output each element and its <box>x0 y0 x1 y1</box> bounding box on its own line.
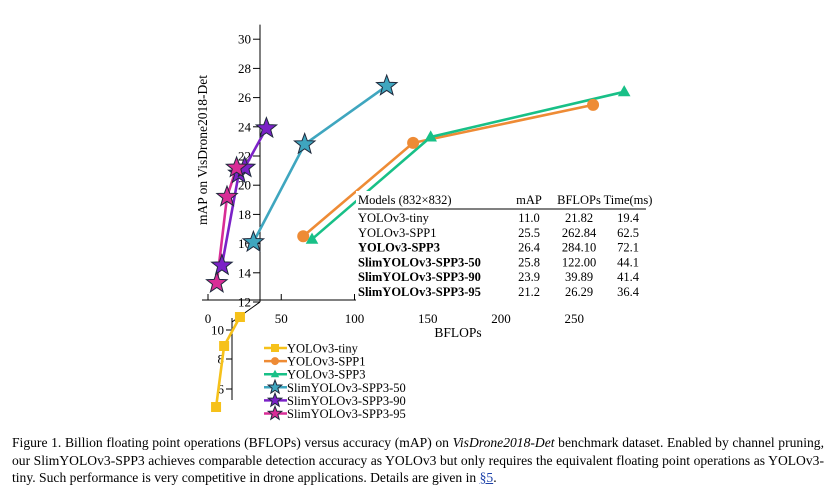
table-model: SlimYOLOv3-SPP3-90 <box>358 270 481 284</box>
table-time: 62.5 <box>617 226 639 240</box>
legend-marker <box>266 378 284 395</box>
table-header: Models (832×832) <box>358 193 452 207</box>
data-point <box>234 312 245 322</box>
legend-label: SlimYOLOv3-SPP3-90 <box>287 394 406 408</box>
y-tick-label: 24 <box>238 119 252 134</box>
y-axis-label: mAP on VisDrone2018-Det <box>195 75 210 225</box>
legend-marker <box>271 357 279 366</box>
x-tick-label: 150 <box>418 311 438 326</box>
x-tick-label: 50 <box>275 311 288 326</box>
data-point <box>424 130 437 142</box>
data-point <box>617 85 631 97</box>
y-tick-label: 12 <box>238 295 251 310</box>
x-tick-label: 250 <box>565 311 585 326</box>
data-point <box>215 184 239 207</box>
data-point <box>205 270 229 293</box>
table-map: 21.2 <box>518 285 540 299</box>
table-time: 44.1 <box>617 255 639 269</box>
table-model: YOLOv3-tiny <box>358 211 430 225</box>
table-time: 41.4 <box>617 270 640 284</box>
data-point <box>219 341 230 351</box>
x-tick-label: 0 <box>205 311 212 326</box>
data-point <box>293 132 317 155</box>
figure-caption: Figure 1. Billion floating point operati… <box>12 434 824 487</box>
table-header: BFLOPs <box>557 193 601 207</box>
data-point <box>375 73 399 96</box>
table-map: 23.9 <box>518 270 540 284</box>
table-map: 25.5 <box>518 226 540 240</box>
y-tick-label: 28 <box>238 61 251 76</box>
y-tick-label: 8 <box>218 352 225 367</box>
table-bflops: 262.84 <box>562 226 597 240</box>
data-point <box>407 136 420 149</box>
table-bflops: 284.10 <box>562 241 596 255</box>
y-tick-label: 30 <box>238 32 251 47</box>
legend-label: YOLOv3-SPP3 <box>287 368 366 382</box>
data-point <box>254 116 279 139</box>
chart-figure: 121416182022242628306810050100150200250B… <box>195 24 653 421</box>
x-tick-label: 200 <box>491 311 511 326</box>
legend-label: SlimYOLOv3-SPP3-50 <box>287 381 406 395</box>
table-header: Time(ms) <box>604 193 653 207</box>
legend-marker <box>271 344 279 352</box>
caption-middle: benchmark dataset. Enabled by channel pr… <box>12 435 824 485</box>
y-tick-label: 26 <box>238 90 252 105</box>
y-tick-label: 18 <box>238 207 251 222</box>
table-bflops: 26.29 <box>565 285 593 299</box>
data-point <box>297 230 310 243</box>
legend-marker <box>266 404 284 421</box>
y-tick-label: 20 <box>238 178 251 193</box>
legend-label: YOLOv3-SPP1 <box>287 355 366 369</box>
caption-suffix: . <box>493 470 497 485</box>
table-map: 26.4 <box>518 241 541 255</box>
table-bflops: 39.89 <box>565 270 593 284</box>
table-map: 11.0 <box>518 211 539 225</box>
x-axis-label: BFLOPs <box>434 325 481 340</box>
table-map: 25.8 <box>518 255 540 269</box>
x-tick-label: 100 <box>345 311 365 326</box>
y-tick-label: 10 <box>211 323 224 338</box>
legend-label: YOLOv3-tiny <box>287 342 359 356</box>
y-tick-label: 14 <box>238 265 252 280</box>
legend-marker <box>270 369 280 378</box>
data-point <box>211 402 222 412</box>
data-point <box>241 229 266 253</box>
table-model: SlimYOLOv3-SPP3-50 <box>358 255 481 269</box>
data-point <box>305 232 319 244</box>
legend-marker <box>266 391 284 408</box>
table-time: 36.4 <box>617 285 640 299</box>
legend-label: SlimYOLOv3-SPP3-95 <box>287 407 406 421</box>
table-model: YOLOv3-SPP3 <box>358 241 440 255</box>
table-time: 72.1 <box>617 241 639 255</box>
data-point <box>210 253 234 276</box>
table-model: SlimYOLOv3-SPP3-95 <box>358 285 481 299</box>
table-model: YOLOv3-SPP1 <box>358 226 437 240</box>
y-tick-label: 6 <box>218 382 225 397</box>
table-time: 19.4 <box>617 211 640 225</box>
table-bflops: 122.00 <box>562 255 596 269</box>
caption-prefix: Figure 1. Billion floating point operati… <box>12 435 453 450</box>
table-header: mAP <box>516 193 542 207</box>
caption-section-link[interactable]: §5 <box>479 470 494 485</box>
caption-dataset: VisDrone2018-Det <box>452 435 555 450</box>
data-point <box>224 155 249 178</box>
data-point <box>587 98 600 111</box>
table-bflops: 21.82 <box>565 211 593 225</box>
